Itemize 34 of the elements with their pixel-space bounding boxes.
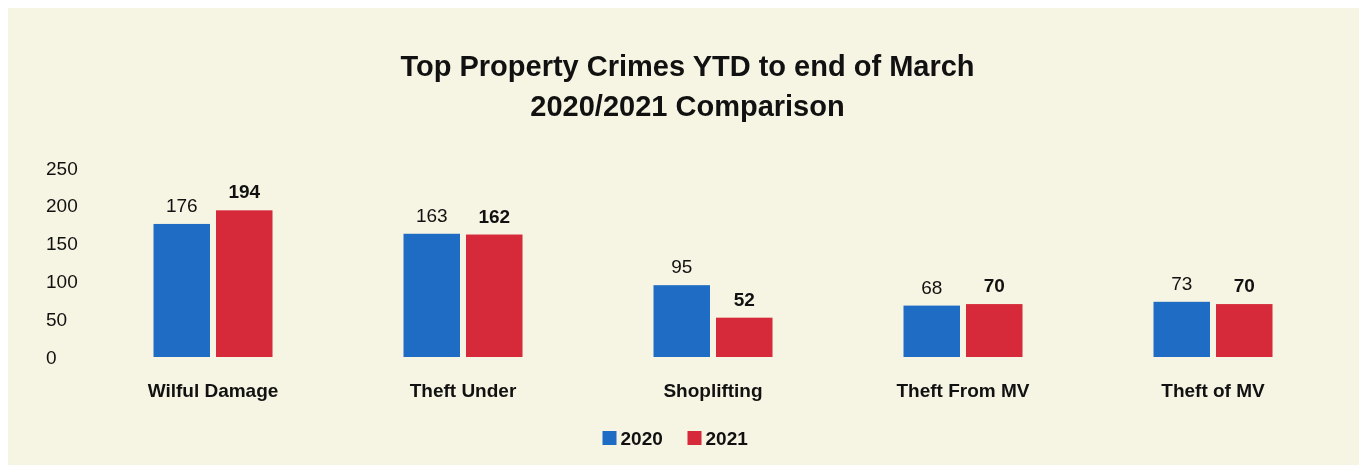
bar bbox=[966, 304, 1023, 357]
bar bbox=[903, 305, 960, 357]
legend-label: 2021 bbox=[705, 428, 749, 449]
chart-title: Top Property Crimes YTD to end of March 2020/2021 Comparison bbox=[400, 50, 975, 122]
data-label: 73 bbox=[1171, 272, 1193, 294]
bar bbox=[153, 223, 210, 357]
data-label: 52 bbox=[733, 288, 755, 310]
data-label: 70 bbox=[983, 275, 1005, 297]
bar bbox=[1153, 301, 1210, 357]
y-tick-label: 250 bbox=[46, 157, 78, 179]
bar bbox=[403, 233, 460, 357]
y-tick-label: 150 bbox=[46, 233, 78, 255]
legend-label: 2020 bbox=[620, 428, 663, 449]
x-tick-label: Theft From MV bbox=[896, 380, 1030, 401]
x-tick-label: Theft of MV bbox=[1161, 380, 1266, 401]
y-tick-label: 100 bbox=[46, 271, 78, 293]
bar bbox=[466, 234, 523, 357]
data-label: 70 bbox=[1233, 275, 1255, 297]
bar bbox=[716, 317, 773, 357]
y-tick-label: 200 bbox=[46, 195, 78, 217]
data-label: 68 bbox=[921, 276, 943, 298]
y-tick-label: 0 bbox=[46, 346, 57, 368]
x-tick-label: Wilful Damage bbox=[147, 380, 279, 401]
bar bbox=[216, 210, 273, 357]
data-label: 194 bbox=[228, 181, 261, 203]
y-tick-label: 50 bbox=[46, 308, 68, 330]
data-label: 162 bbox=[478, 205, 511, 227]
data-label: 176 bbox=[165, 194, 198, 216]
x-tick-label: Theft Under bbox=[409, 380, 517, 401]
bar bbox=[653, 285, 710, 357]
data-label: 163 bbox=[415, 204, 448, 226]
x-tick-label: Shoplifting bbox=[663, 380, 763, 401]
data-label: 95 bbox=[671, 256, 693, 278]
bar bbox=[1216, 304, 1273, 357]
